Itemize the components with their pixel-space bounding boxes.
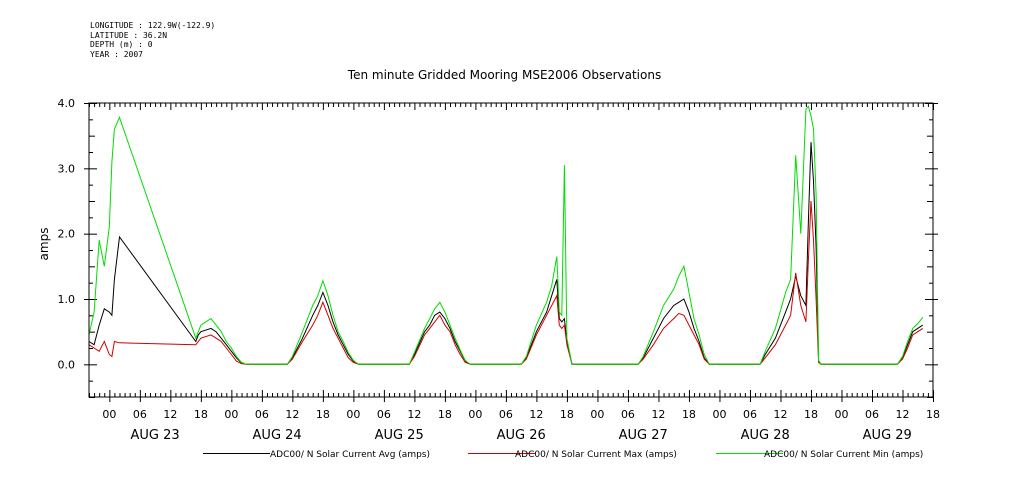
x-tick-label: 12 <box>651 408 665 421</box>
y-tick-label: 0.0 <box>58 358 76 371</box>
x-tick-label: 18 <box>804 408 818 421</box>
axis-labels: 00 06 12 18 00 06 12 18 00 06 12 18 00 06 12 18 00 06 12 18… <box>58 97 941 443</box>
x-tick-label: 00 <box>346 408 360 421</box>
x-tick-label: 00 <box>712 408 726 421</box>
legend-label: ADC00/ N Solar Current Max (amps) <box>515 450 677 460</box>
series-lines <box>88 105 924 365</box>
x-day-label: AUG 29 <box>863 428 912 443</box>
x-day-label: AUG 24 <box>253 428 302 443</box>
series-line <box>88 200 924 365</box>
x-tick-label: 12 <box>407 408 421 421</box>
depth-label: DEPTH (m) : 0 <box>90 40 153 49</box>
x-day-label: AUG 25 <box>375 428 424 443</box>
x-day-label: AUG 26 <box>497 428 546 443</box>
x-tick-label: 00 <box>590 408 604 421</box>
x-tick-label: 06 <box>743 408 757 421</box>
x-tick-label: 18 <box>194 408 208 421</box>
x-tick-label: 18 <box>316 408 330 421</box>
x-tick-label: 12 <box>163 408 177 421</box>
chart-title: Ten minute Gridded Mooring MSE2006 Obser… <box>347 68 662 82</box>
x-day-label: AUG 27 <box>619 428 668 443</box>
x-tick-label: 00 <box>468 408 482 421</box>
x-tick-label: 06 <box>133 408 147 421</box>
x-day-label: AUG 23 <box>131 428 180 443</box>
year-label: YEAR : 2007 <box>90 49 143 59</box>
latitude-label: LATITUDE : 36.2N <box>90 30 168 40</box>
legend-label: ADC00/ N Solar Current Min (amps) <box>764 450 923 460</box>
x-tick-label: 12 <box>529 408 543 421</box>
y-axis-label: amps <box>37 228 51 261</box>
longitude-label: LONGITUDE : 122.9W(-122.9) <box>90 21 216 30</box>
x-tick-label: 00 <box>224 408 238 421</box>
plot-frame <box>88 102 934 398</box>
x-tick-label: 06 <box>499 408 513 421</box>
x-tick-label: 12 <box>895 408 909 421</box>
x-tick-label: 06 <box>865 408 879 421</box>
x-tick-label: 06 <box>255 408 269 421</box>
series-line <box>88 105 924 365</box>
y-tick-label: 3.0 <box>58 162 76 175</box>
x-tick-label: 18 <box>560 408 574 421</box>
x-tick-label: 00 <box>834 408 848 421</box>
x-tick-label: 06 <box>377 408 391 421</box>
legend: ADC00/ N Solar Current Avg (amps) ADC00/ … <box>203 450 923 460</box>
legend-label: ADC00/ N Solar Current Avg (amps) <box>270 450 430 460</box>
x-tick-label: 18 <box>438 408 452 421</box>
x-tick-label: 18 <box>682 408 696 421</box>
x-tick-label: 18 <box>926 408 940 421</box>
x-tick-label: 06 <box>621 408 635 421</box>
x-tick-label: 00 <box>102 408 116 421</box>
series-line <box>88 142 924 365</box>
y-tick-label: 2.0 <box>58 228 76 241</box>
y-tick-label: 4.0 <box>58 97 76 110</box>
x-tick-label: 12 <box>773 408 787 421</box>
tick-marks <box>84 103 938 402</box>
metadata-block: LONGITUDE : 122.9W(-122.9) LATITUDE : 36… <box>90 21 215 59</box>
x-day-label: AUG 28 <box>741 428 790 443</box>
y-tick-label: 1.0 <box>58 293 76 306</box>
x-tick-label: 12 <box>285 408 299 421</box>
